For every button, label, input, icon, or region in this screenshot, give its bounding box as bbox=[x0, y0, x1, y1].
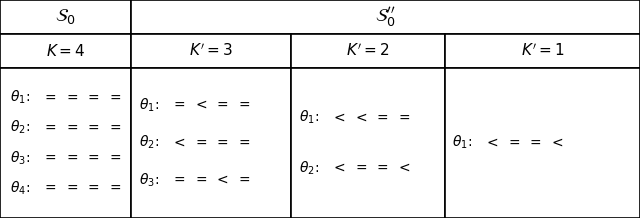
Bar bbox=[0, 68, 131, 218]
Bar bbox=[131, 68, 291, 218]
Text: $\theta_2$:: $\theta_2$: bbox=[299, 159, 319, 177]
Bar bbox=[445, 68, 640, 218]
Text: $<$ $=$ $=$ $<$: $<$ $=$ $=$ $<$ bbox=[331, 161, 410, 175]
Text: $<$ $=$ $=$ $<$: $<$ $=$ $=$ $<$ bbox=[484, 136, 564, 150]
Text: $\theta_1$:: $\theta_1$: bbox=[452, 134, 472, 152]
Text: $=$ $=$ $<$ $=$: $=$ $=$ $<$ $=$ bbox=[171, 173, 250, 187]
Text: $\theta_1$:: $\theta_1$: bbox=[299, 109, 319, 126]
Bar bbox=[131, 0, 640, 34]
Text: $K^{\prime} = 1$: $K^{\prime} = 1$ bbox=[521, 42, 564, 59]
Text: $\theta_4$:: $\theta_4$: bbox=[10, 179, 29, 197]
Text: $\mathcal{S}_0^{\prime\prime}$: $\mathcal{S}_0^{\prime\prime}$ bbox=[375, 5, 396, 29]
Text: $<$ $<$ $=$ $=$: $<$ $<$ $=$ $=$ bbox=[331, 111, 410, 125]
Text: $=$ $=$ $=$ $=$: $=$ $=$ $=$ $=$ bbox=[42, 181, 121, 195]
Text: $=$ $<$ $=$ $=$: $=$ $<$ $=$ $=$ bbox=[171, 98, 250, 112]
Text: $\theta_1$:: $\theta_1$: bbox=[139, 97, 159, 114]
Bar bbox=[291, 34, 445, 68]
Text: $\theta_1$:: $\theta_1$: bbox=[10, 89, 29, 106]
Bar bbox=[291, 68, 445, 218]
Bar bbox=[131, 34, 291, 68]
Text: $\theta_3$:: $\theta_3$: bbox=[139, 172, 159, 189]
Text: $\theta_2$:: $\theta_2$: bbox=[10, 119, 29, 136]
Text: $\theta_3$:: $\theta_3$: bbox=[10, 149, 29, 167]
Text: $=$ $=$ $=$ $=$: $=$ $=$ $=$ $=$ bbox=[42, 151, 121, 165]
Bar bbox=[445, 34, 640, 68]
Text: $=$ $=$ $=$ $=$: $=$ $=$ $=$ $=$ bbox=[42, 91, 121, 105]
Text: $\theta_2$:: $\theta_2$: bbox=[139, 134, 159, 152]
Text: $=$ $=$ $=$ $=$: $=$ $=$ $=$ $=$ bbox=[42, 121, 121, 135]
Text: $K = 4$: $K = 4$ bbox=[46, 43, 85, 59]
Bar bbox=[0, 34, 131, 68]
Bar bbox=[0, 0, 131, 34]
Text: $\mathcal{S}_0$: $\mathcal{S}_0$ bbox=[55, 7, 76, 26]
Text: $K^{\prime} = 3$: $K^{\prime} = 3$ bbox=[189, 42, 233, 59]
Text: $K^{\prime} = 2$: $K^{\prime} = 2$ bbox=[346, 42, 390, 59]
Text: $<$ $=$ $=$ $=$: $<$ $=$ $=$ $=$ bbox=[171, 136, 250, 150]
